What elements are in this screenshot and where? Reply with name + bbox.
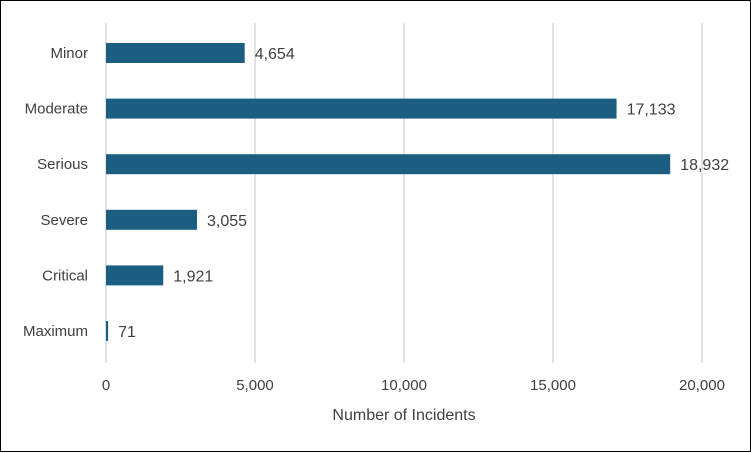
x-tick-label: 15,000: [530, 377, 576, 394]
x-tick-label: 5,000: [236, 377, 274, 394]
x-tick-labels: 0 5,000 10,000 15,000 20,000: [102, 377, 725, 394]
bar-serious: [106, 154, 671, 175]
bar-maximum: [106, 321, 109, 341]
data-label: 17,133: [627, 102, 676, 119]
x-tick-label: 10,000: [381, 377, 427, 394]
gridlines: [105, 23, 703, 363]
x-tick-label: 0: [102, 377, 110, 394]
bar-moderate: [106, 98, 617, 119]
category-label: Maximum: [23, 323, 88, 340]
data-label: 4,654: [255, 46, 295, 63]
bar-minor: [106, 43, 245, 63]
data-label: 3,055: [207, 213, 247, 230]
category-label: Minor: [50, 45, 88, 62]
category-label: Severe: [40, 212, 88, 229]
data-label: 1,921: [173, 268, 213, 285]
bar-severe: [106, 209, 198, 230]
category-label: Serious: [37, 156, 88, 173]
data-label: 18,932: [680, 157, 729, 174]
bar-critical: [106, 265, 164, 286]
x-axis-title: Number of Incidents: [332, 407, 475, 424]
category-labels: Minor Moderate Serious Severe Critical Maximu…: [23, 45, 88, 340]
data-labels: 4,654 17,133 18,932 3,055 1,921 71: [118, 46, 729, 341]
data-label: 71: [118, 324, 136, 341]
category-label: Moderate: [25, 101, 88, 118]
category-label: Critical: [42, 267, 88, 284]
x-tick-label: 20,000: [679, 377, 725, 394]
bars: [106, 43, 671, 341]
